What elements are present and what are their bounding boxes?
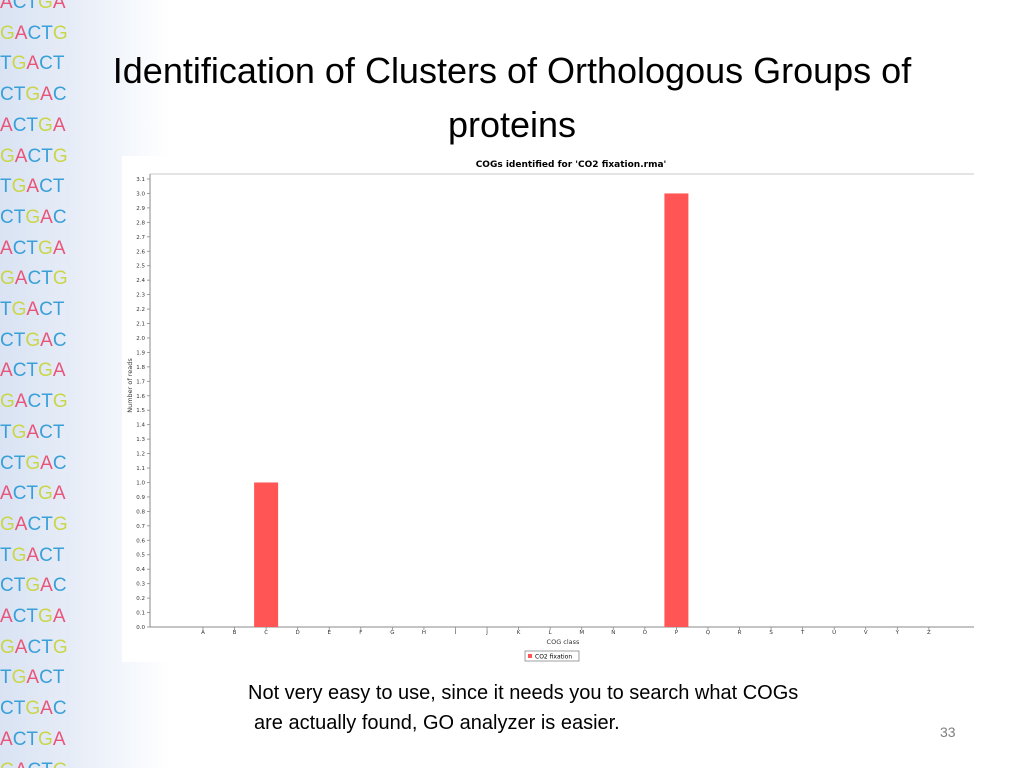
dna-letters-row: ACTGA [0, 237, 66, 259]
y-tick-label: 2.2 [136, 307, 145, 313]
x-tick-label: O [643, 630, 648, 636]
dna-letters-row: ACTGA [0, 114, 66, 136]
y-tick-label: 0.0 [136, 625, 145, 631]
y-tick-label: 2.9 [136, 206, 145, 212]
y-tick-label: 1.9 [136, 350, 145, 356]
dna-letters-row: TGACT [0, 544, 65, 566]
y-tick-label: 1.7 [136, 379, 145, 385]
caption-line-2: are actually found, GO analyzer is easie… [254, 712, 620, 734]
y-tick-label: 2.5 [136, 264, 145, 270]
y-tick-label: 1.4 [136, 423, 145, 429]
y-tick-label: 0.5 [136, 553, 145, 559]
y-tick-label: 3.1 [136, 177, 145, 183]
dna-letters-row: CTGAC [0, 575, 67, 597]
y-tick-label: 2.6 [136, 249, 145, 255]
cog-chart-svg: COGs identified for 'CO2 fixation.rma' 0.… [126, 160, 974, 662]
dna-letters-row: TGACT [0, 176, 65, 198]
y-tick-label: 2.1 [136, 322, 145, 328]
dna-letters-row: TGACT [0, 53, 65, 75]
y-tick-label: 1.8 [136, 365, 145, 371]
x-tick-label: H [422, 630, 426, 636]
x-tick-label: B [233, 630, 237, 636]
bar-C [254, 482, 279, 627]
bar-P [664, 193, 689, 628]
y-tick-label: 1.6 [136, 394, 145, 400]
x-tick-label: V [864, 630, 868, 636]
y-tick-label: 0.2 [136, 596, 145, 602]
x-tick-label: T [800, 630, 805, 636]
y-axis-label: Number of reads [126, 358, 134, 413]
x-tick-label: U [832, 630, 836, 636]
x-tick-label: R [738, 630, 742, 636]
y-tick-label: 1.2 [136, 452, 145, 458]
x-tick-label: A [201, 630, 205, 636]
slide-caption: Not very easy to use, since it needs you… [248, 678, 928, 738]
y-tick-label: 0.4 [136, 567, 145, 573]
x-tick-label: D [296, 630, 300, 636]
dna-letters-row: CTGAC [0, 452, 67, 474]
y-tick-label: 0.6 [136, 538, 145, 544]
y-tick-label: 1.3 [136, 437, 145, 443]
y-tick-label: 1.1 [136, 466, 145, 472]
x-tick-label: G [390, 630, 394, 636]
dna-letters-row: TGACT [0, 667, 65, 689]
x-tick-label: Z [927, 630, 931, 636]
y-tick-label: 2.4 [136, 278, 145, 284]
y-tick-label: 2.7 [136, 235, 145, 241]
dna-letters-row: TGACT [0, 421, 65, 443]
y-tick-label: 0.9 [136, 495, 145, 501]
dna-letters-row: ACTGA [0, 360, 66, 382]
dna-letters-row: CTGAC [0, 698, 67, 720]
dna-letters-row: CTGAC [0, 84, 67, 106]
x-tick-label: I [455, 630, 457, 636]
dna-letters-row: CTGAC [0, 329, 67, 351]
x-tick-label: S [769, 630, 773, 636]
dna-letters-row: CTGAC [0, 206, 67, 228]
slide-number: 33 [940, 724, 956, 740]
chart-title: COGs identified for 'CO2 fixation.rma' [476, 160, 667, 170]
y-tick-label: 0.3 [136, 582, 145, 588]
y-tick-label: 0.1 [136, 611, 145, 617]
dna-letters-row: GACTG [0, 145, 68, 167]
legend-swatch [528, 654, 532, 658]
slide-title: Identification of Clusters of Orthologou… [112, 50, 912, 145]
x-tick-label: Y [895, 630, 900, 636]
y-tick-label: 3.0 [136, 191, 145, 197]
dna-letters-row: ACTGA [0, 606, 66, 627]
cog-chart: COGs identified for 'CO2 fixation.rma' 0.… [122, 156, 978, 662]
y-tick-label: 2.3 [136, 293, 145, 299]
x-tick-label: J [485, 630, 488, 636]
x-tick-label: M [579, 630, 584, 636]
y-tick-label: 1.0 [136, 480, 145, 486]
dna-letters-row: GACTG [0, 756, 68, 768]
dna-letters-row: ACTGA [0, 0, 66, 13]
x-tick-label: F [359, 630, 362, 636]
dna-letters-row: GACTG [0, 636, 68, 658]
x-tick-label: P [675, 630, 679, 636]
x-tick-label: K [517, 630, 521, 636]
legend-label: CO2 fixation [535, 654, 572, 661]
dna-letters-row: TGACT [0, 299, 65, 320]
y-tick-label: 2.8 [136, 220, 145, 226]
dna-letters-row: GACTG [0, 22, 68, 44]
x-tick-label: L [549, 630, 553, 636]
y-tick-label: 2.0 [136, 336, 145, 342]
dna-letters-row: GACTG [0, 268, 68, 290]
x-tick-label: C [264, 630, 268, 636]
caption-line-1: Not very easy to use, since it needs you… [248, 682, 799, 704]
y-tick-label: 0.7 [136, 524, 145, 530]
y-tick-label: 1.5 [136, 408, 145, 414]
dna-letters-row: ACTGA [0, 483, 66, 505]
dna-letters-row: ACTGA [0, 728, 66, 750]
y-tick-label: 0.8 [136, 509, 145, 515]
x-axis-label: COG class [547, 638, 581, 646]
legend-box [524, 650, 580, 662]
x-tick-label: Q [706, 630, 711, 636]
dna-letters-row: GACTG [0, 513, 68, 535]
dna-letters-row: GACTG [0, 391, 68, 413]
x-tick-label: N [611, 630, 615, 636]
x-tick-label: E [327, 630, 331, 636]
